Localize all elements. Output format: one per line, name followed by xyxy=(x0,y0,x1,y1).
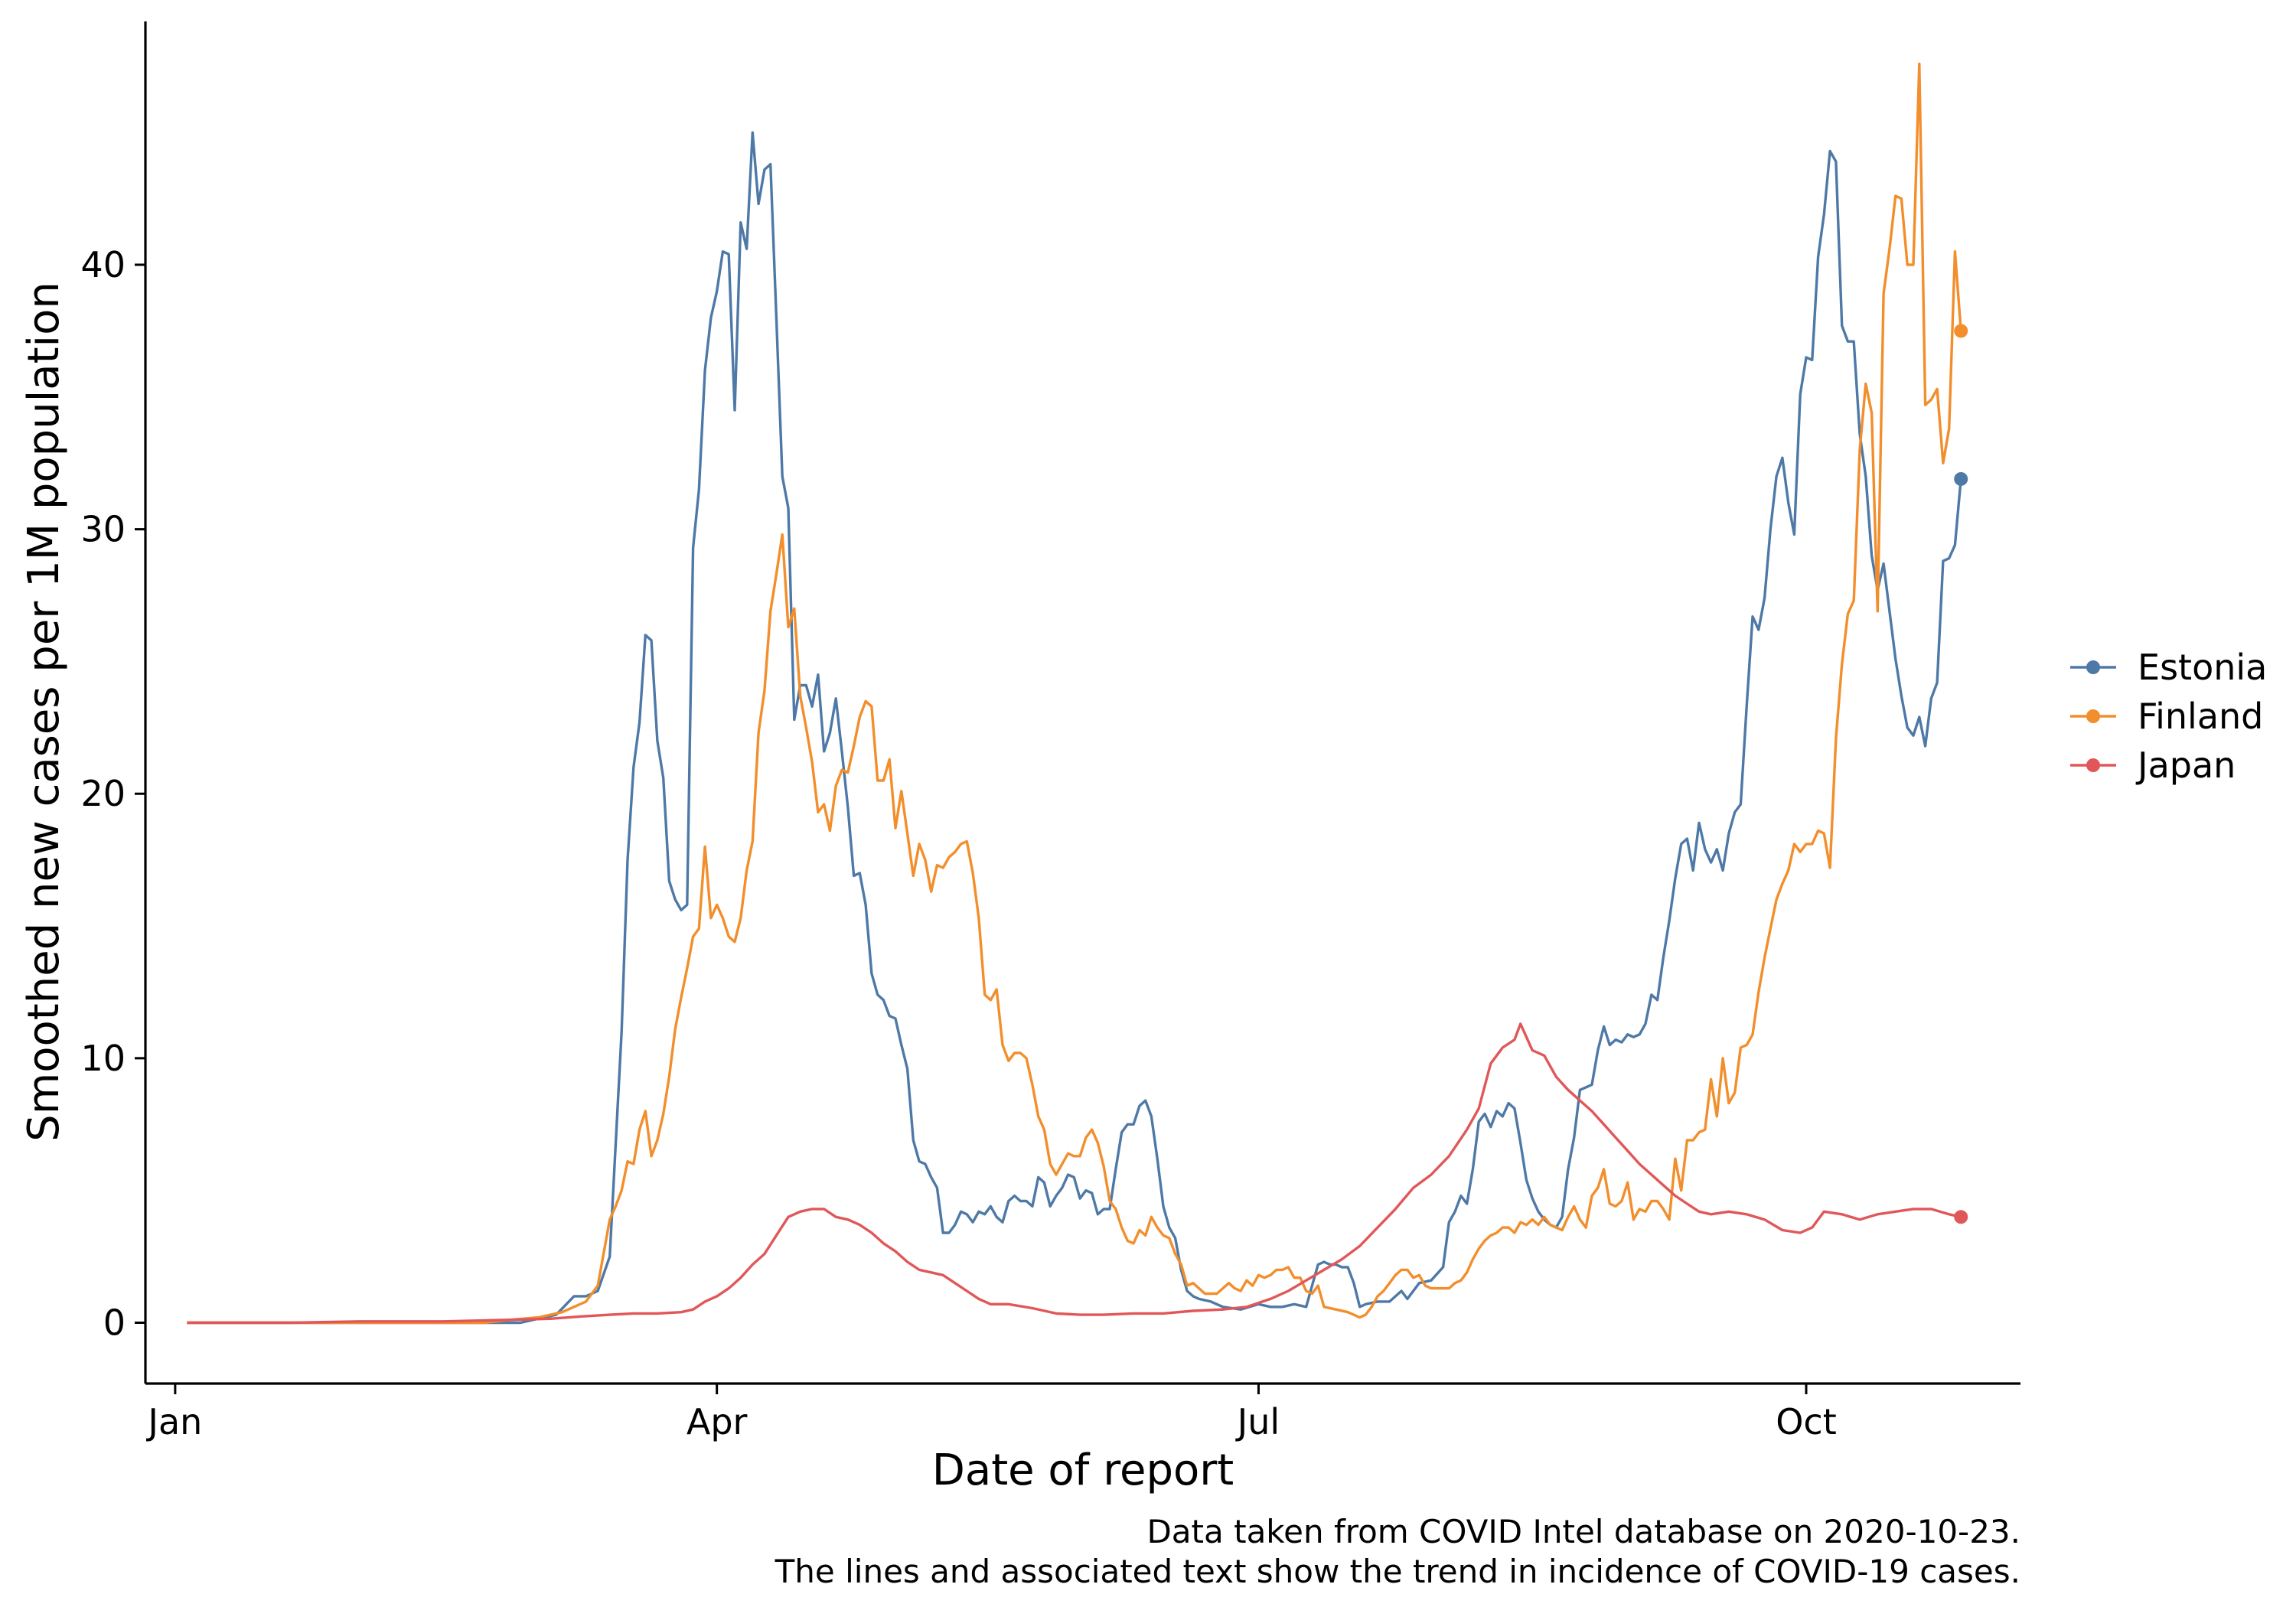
caption-line: The lines and associated text show the t… xyxy=(775,1553,2020,1590)
y-tick-label: 30 xyxy=(80,509,126,550)
series-line-japan xyxy=(187,1022,1962,1325)
legend-item-estonia: Estonia xyxy=(2070,647,2267,688)
series-line-finland xyxy=(187,62,1962,1325)
caption: Data taken from COVID Intel database on … xyxy=(775,1513,2020,1590)
legend-item-finland: Finland xyxy=(2070,696,2263,737)
series-line-estonia xyxy=(187,131,1962,1325)
x-tick-label: Jul xyxy=(1235,1401,1280,1442)
y-tick-label: 20 xyxy=(80,773,126,814)
x-axis-title: Date of report xyxy=(932,1446,1234,1495)
axes: 0 10 20 30 40 Jan Apr Jul Oct xyxy=(80,21,2020,1442)
x-tick-label: Jan xyxy=(145,1401,202,1442)
plot-lines xyxy=(187,62,1962,1325)
caption-line: Data taken from COVID Intel database on … xyxy=(1146,1513,2020,1550)
x-tick-label: Apr xyxy=(687,1401,748,1442)
series-end-point-japan xyxy=(1954,1210,1968,1224)
legend-marker xyxy=(2086,709,2100,723)
y-tick-label: 40 xyxy=(80,244,126,285)
series-end-point-estonia xyxy=(1954,471,1968,486)
legend-marker xyxy=(2086,758,2100,772)
y-tick-label: 10 xyxy=(80,1038,126,1079)
series-end-markers xyxy=(1954,324,1968,1224)
legend-label: Estonia xyxy=(2138,647,2267,688)
legend: Estonia Finland Japan xyxy=(2070,647,2267,786)
legend-label: Japan xyxy=(2135,745,2236,786)
legend-marker xyxy=(2086,660,2100,674)
y-axis-title: Smoothed new cases per 1M population xyxy=(19,282,69,1142)
series-end-point-finland xyxy=(1954,324,1968,338)
legend-label: Finland xyxy=(2138,696,2263,737)
legend-item-japan: Japan xyxy=(2070,745,2236,786)
x-tick-label: Oct xyxy=(1776,1401,1837,1442)
y-tick-label: 0 xyxy=(103,1302,126,1344)
